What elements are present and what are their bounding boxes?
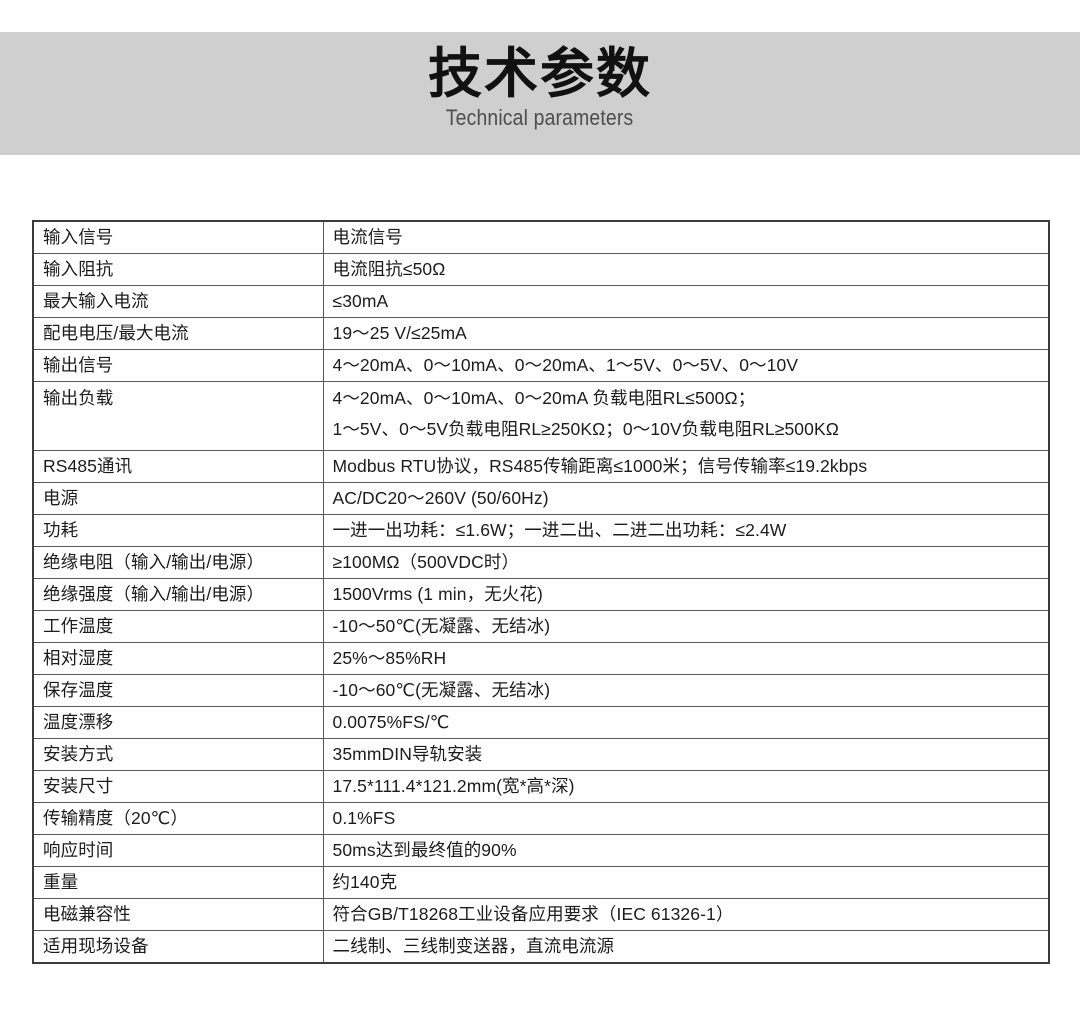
spec-label: 电源 bbox=[32, 482, 324, 515]
table-row: 配电电压/最大电流 19～25 V/≤25mA bbox=[32, 317, 1050, 350]
spec-label: 响应时间 bbox=[32, 834, 324, 867]
table-row: 适用现场设备 二线制、三线制变送器，直流电流源 bbox=[32, 930, 1050, 964]
spec-value: 0.1%FS bbox=[322, 802, 1050, 835]
table-row: 电磁兼容性 符合GB/T18268工业设备应用要求（IEC 61326-1） bbox=[32, 898, 1050, 931]
spec-label: 输出负载 bbox=[32, 381, 324, 451]
spec-label: 最大输入电流 bbox=[32, 285, 324, 318]
spec-table-body: 输入信号 电流信号 输入阻抗 电流阻抗≤50Ω 最大输入电流 ≤30mA 配电电… bbox=[32, 220, 1050, 964]
table-row: 重量 约140克 bbox=[32, 866, 1050, 899]
spec-label: 绝缘强度（输入/输出/电源） bbox=[32, 578, 324, 611]
table-row: 功耗 一进一出功耗：≤1.6W；一进二出、二进二出功耗：≤2.4W bbox=[32, 514, 1050, 547]
spec-label: 输出信号 bbox=[32, 349, 324, 382]
table-row: RS485通讯 Modbus RTU协议，RS485传输距离≤1000米；信号传… bbox=[32, 450, 1050, 483]
table-row: 温度漂移 0.0075%FS/℃ bbox=[32, 706, 1050, 739]
page-title: 技术参数 bbox=[428, 44, 652, 104]
spec-table-container: 输入信号 电流信号 输入阻抗 电流阻抗≤50Ω 最大输入电流 ≤30mA 配电电… bbox=[32, 220, 1050, 964]
spec-value: Modbus RTU协议，RS485传输距离≤1000米；信号传输率≤19.2k… bbox=[322, 450, 1050, 483]
spec-value: 二线制、三线制变送器，直流电流源 bbox=[322, 930, 1050, 964]
spec-label: 输入阻抗 bbox=[32, 253, 324, 286]
spec-value-line-1: 4～20mA、0～10mA、0～20mA 负载电阻RL≤500Ω； bbox=[332, 388, 756, 408]
page-subtitle: Technical parameters bbox=[446, 104, 634, 130]
table-row: 电源 AC/DC20～260V (50/60Hz) bbox=[32, 482, 1050, 515]
spec-value: 电流阻抗≤50Ω bbox=[322, 253, 1050, 286]
spec-label: 电磁兼容性 bbox=[32, 898, 324, 931]
spec-value: 符合GB/T18268工业设备应用要求（IEC 61326-1） bbox=[322, 898, 1050, 931]
spec-value: 19～25 V/≤25mA bbox=[322, 317, 1050, 350]
spec-value-line-2: 1～5V、0～5V负载电阻RL≥250KΩ；0～10V负载电阻RL≥500KΩ bbox=[332, 419, 839, 440]
table-row: 输出负载 4～20mA、0～10mA、0～20mA 负载电阻RL≤500Ω； 1… bbox=[32, 381, 1050, 451]
table-row: 保存温度 -10～60℃(无凝露、无结冰) bbox=[32, 674, 1050, 707]
page-header-band: 技术参数 Technical parameters bbox=[0, 32, 1080, 155]
spec-value: 约140克 bbox=[322, 866, 1050, 899]
spec-label: 安装方式 bbox=[32, 738, 324, 771]
spec-value: -10～60℃(无凝露、无结冰) bbox=[322, 674, 1050, 707]
spec-label: RS485通讯 bbox=[32, 450, 324, 483]
table-row: 相对湿度 25%～85%RH bbox=[32, 642, 1050, 675]
table-row: 输入信号 电流信号 bbox=[32, 220, 1050, 254]
spec-value: 4～20mA、0～10mA、0～20mA、1～5V、0～5V、0～10V bbox=[322, 349, 1050, 382]
spec-label: 输入信号 bbox=[32, 220, 324, 254]
technical-parameters-table: 输入信号 电流信号 输入阻抗 电流阻抗≤50Ω 最大输入电流 ≤30mA 配电电… bbox=[32, 220, 1050, 964]
spec-label: 配电电压/最大电流 bbox=[32, 317, 324, 350]
spec-value: 4～20mA、0～10mA、0～20mA 负载电阻RL≤500Ω； 1～5V、0… bbox=[322, 381, 1050, 451]
spec-value: 35mmDIN导轨安装 bbox=[322, 738, 1050, 771]
spec-value: ≤30mA bbox=[322, 285, 1050, 318]
table-row: 输出信号 4～20mA、0～10mA、0～20mA、1～5V、0～5V、0～10… bbox=[32, 349, 1050, 382]
spec-label: 适用现场设备 bbox=[32, 930, 324, 964]
spec-value: 0.0075%FS/℃ bbox=[322, 706, 1050, 739]
spec-label: 绝缘电阻（输入/输出/电源） bbox=[32, 546, 324, 579]
spec-label: 安装尺寸 bbox=[32, 770, 324, 803]
spec-label: 相对湿度 bbox=[32, 642, 324, 675]
table-row: 安装尺寸 17.5*111.4*121.2mm(宽*高*深) bbox=[32, 770, 1050, 803]
spec-label: 功耗 bbox=[32, 514, 324, 547]
table-row: 响应时间 50ms达到最终值的90% bbox=[32, 834, 1050, 867]
spec-value: 一进一出功耗：≤1.6W；一进二出、二进二出功耗：≤2.4W bbox=[322, 514, 1050, 547]
spec-label: 重量 bbox=[32, 866, 324, 899]
spec-value: -10～50℃(无凝露、无结冰) bbox=[322, 610, 1050, 643]
table-row: 传输精度（20℃） 0.1%FS bbox=[32, 802, 1050, 835]
spec-value: ≥100MΩ（500VDC时） bbox=[322, 546, 1050, 579]
table-row: 绝缘强度（输入/输出/电源） 1500Vrms (1 min，无火花) bbox=[32, 578, 1050, 611]
table-row: 最大输入电流 ≤30mA bbox=[32, 285, 1050, 318]
spec-value: 17.5*111.4*121.2mm(宽*高*深) bbox=[322, 770, 1050, 803]
table-row: 工作温度 -10～50℃(无凝露、无结冰) bbox=[32, 610, 1050, 643]
spec-label: 保存温度 bbox=[32, 674, 324, 707]
table-row: 输入阻抗 电流阻抗≤50Ω bbox=[32, 253, 1050, 286]
spec-label: 温度漂移 bbox=[32, 706, 324, 739]
spec-value: 50ms达到最终值的90% bbox=[322, 834, 1050, 867]
spec-value: 电流信号 bbox=[322, 220, 1050, 254]
spec-value: 25%～85%RH bbox=[322, 642, 1050, 675]
spec-label: 工作温度 bbox=[32, 610, 324, 643]
spec-label: 传输精度（20℃） bbox=[32, 802, 324, 835]
spec-value: 1500Vrms (1 min，无火花) bbox=[322, 578, 1050, 611]
table-row: 安装方式 35mmDIN导轨安装 bbox=[32, 738, 1050, 771]
table-row: 绝缘电阻（输入/输出/电源） ≥100MΩ（500VDC时） bbox=[32, 546, 1050, 579]
spec-value: AC/DC20～260V (50/60Hz) bbox=[322, 482, 1050, 515]
